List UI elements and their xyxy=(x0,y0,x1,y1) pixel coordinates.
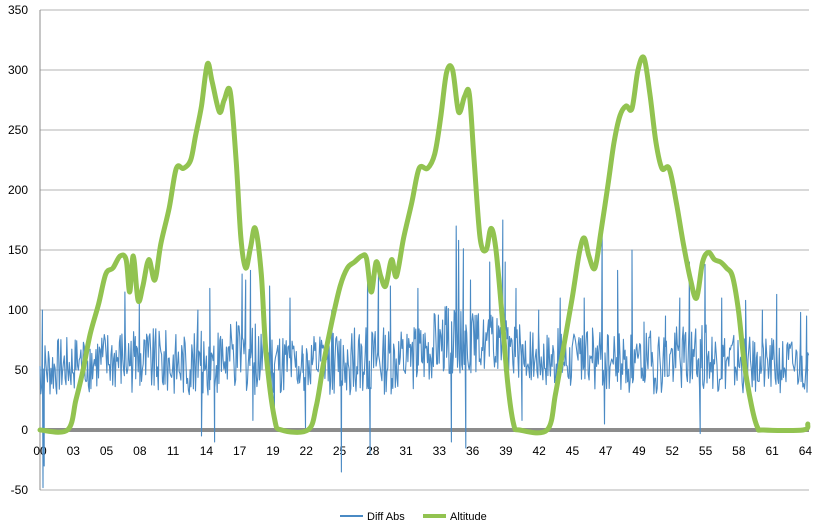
x-tick-label: 00 xyxy=(33,444,47,458)
series-diff-abs-line xyxy=(39,219,810,489)
x-tick-label: 52 xyxy=(666,444,680,458)
x-tick-label: 03 xyxy=(67,444,81,458)
y-tick-label: -50 xyxy=(11,483,29,497)
x-tick-label: 14 xyxy=(200,444,214,458)
y-tick-label: 0 xyxy=(21,423,28,437)
axes: -50 0 50 100 150 200 250 300 350 00 03 05 08 11 14 17 19… xyxy=(8,3,812,497)
x-tick-label: 61 xyxy=(765,444,779,458)
x-tick-label: 33 xyxy=(433,444,447,458)
x-tick-label: 11 xyxy=(167,444,180,458)
legend-label-diff-abs: Diff Abs xyxy=(367,511,405,523)
x-tick-label: 08 xyxy=(133,444,147,458)
y-tick-label: 100 xyxy=(8,303,28,317)
x-tick-label: 19 xyxy=(266,444,280,458)
x-tick-label: 49 xyxy=(632,444,646,458)
series-altitude-line xyxy=(37,54,811,436)
x-tick-label: 28 xyxy=(366,444,380,458)
x-tick-label: 47 xyxy=(599,444,613,458)
legend-label-altitude: Altitude xyxy=(450,511,487,523)
x-tick-label: 25 xyxy=(333,444,347,458)
x-tick-label: 58 xyxy=(732,444,746,458)
x-tick-label: 64 xyxy=(799,444,813,458)
y-tick-label: 200 xyxy=(8,183,28,197)
x-tick-label: 05 xyxy=(100,444,114,458)
x-tick-label: 17 xyxy=(233,444,247,458)
x-tick-label: 22 xyxy=(300,444,314,458)
y-tick-label: 300 xyxy=(8,63,28,77)
legend: Diff Abs Altitude xyxy=(340,511,487,523)
x-tick-label: 39 xyxy=(499,444,513,458)
y-tick-label: 350 xyxy=(8,3,28,17)
x-tick-label: 55 xyxy=(699,444,713,458)
y-tick-label: 50 xyxy=(15,363,29,377)
x-tick-label: 36 xyxy=(466,444,480,458)
x-tick-label: 42 xyxy=(533,444,547,458)
x-tick-label: 45 xyxy=(566,444,580,458)
x-tick-label: 31 xyxy=(399,444,413,458)
y-tick-label: 150 xyxy=(8,243,28,257)
y-tick-label: 250 xyxy=(8,123,28,137)
series-group xyxy=(37,54,811,489)
